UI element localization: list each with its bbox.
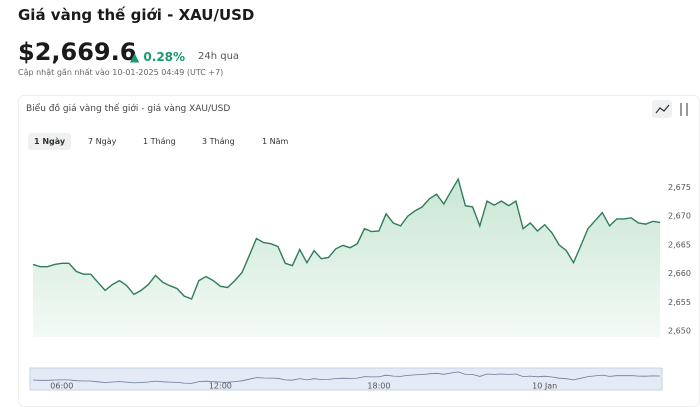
- time-tab[interactable]: 1 Ngày: [28, 133, 72, 150]
- chart-title: Biểu đồ giá vàng thế giới - giá vàng XAU…: [26, 104, 231, 114]
- line-icon[interactable]: [655, 104, 670, 114]
- y-tick-label: 2,660: [668, 269, 691, 278]
- y-tick-label: 2,675: [668, 183, 691, 192]
- time-tab[interactable]: 1 Năm: [262, 137, 289, 146]
- updated-time: Cập nhật gần nhất vào 10-01-2025 04:49 (…: [18, 68, 224, 77]
- change-value: 0.28%: [143, 50, 186, 64]
- time-tab[interactable]: 1 Tháng: [143, 137, 176, 146]
- x-tick-label: 18:00: [367, 382, 390, 391]
- x-tick-label: 10 Jan: [532, 382, 557, 391]
- area-fill: [33, 179, 660, 337]
- y-tick-label: 2,650: [668, 327, 691, 336]
- time-tab[interactable]: 3 Tháng: [202, 137, 235, 146]
- price-change: ▲ 0.28%: [130, 50, 186, 64]
- price: $2,669.6: [18, 38, 137, 66]
- navigator[interactable]: [29, 367, 663, 391]
- y-tick-label: 2,665: [668, 240, 691, 249]
- x-tick-label: 12:00: [209, 382, 232, 391]
- x-tick-label: 06:00: [50, 382, 73, 391]
- period: 24h qua: [198, 51, 240, 62]
- chart-type-icons[interactable]: [652, 100, 688, 118]
- price-line: [32, 177, 661, 300]
- time-tab[interactable]: 7 Ngày: [88, 137, 117, 146]
- y-tick-label: 2,670: [668, 212, 691, 221]
- y-tick-label: 2,655: [668, 298, 691, 307]
- page-title: Giá vàng thế giới - XAU/USD: [18, 6, 255, 24]
- navigator-line: [32, 371, 661, 384]
